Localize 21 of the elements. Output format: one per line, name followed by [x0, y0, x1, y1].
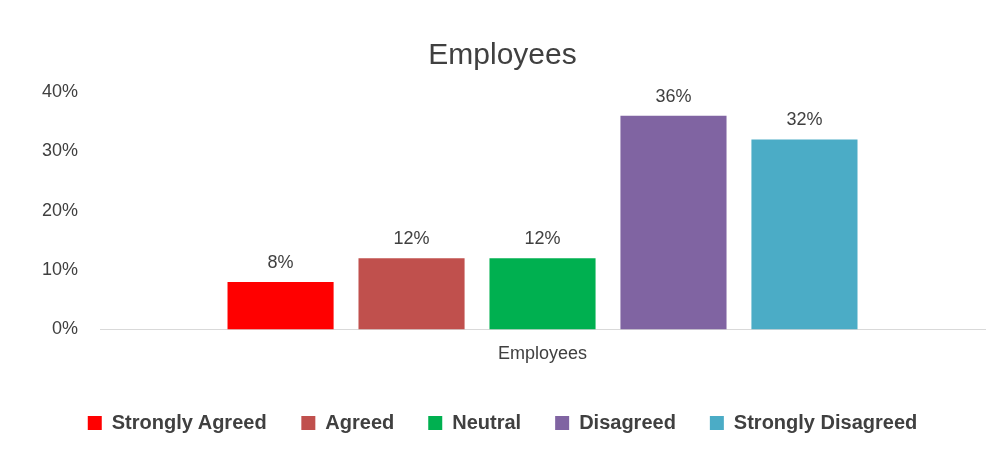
data-label: 12%	[393, 228, 430, 249]
y-tick-label: 0%	[52, 318, 79, 339]
bar	[227, 281, 334, 330]
data-label: 12%	[524, 228, 561, 249]
bar	[358, 258, 465, 330]
bar	[620, 115, 727, 330]
bar	[751, 139, 858, 330]
legend-label: Neutral	[452, 410, 522, 433]
y-tick-label: 20%	[42, 199, 79, 220]
y-tick-label: 30%	[42, 140, 79, 161]
chart-title: Employees	[428, 37, 577, 71]
legend-label: Disagreed	[579, 410, 676, 433]
data-label: 8%	[267, 251, 294, 272]
y-tick-label: 40%	[42, 80, 79, 101]
data-label: 32%	[786, 109, 823, 130]
data-label: 36%	[655, 85, 692, 106]
legend-label: Strongly Agreed	[111, 410, 267, 433]
bar	[489, 258, 596, 330]
legend-label: Agreed	[325, 410, 395, 433]
y-tick-label: 10%	[42, 259, 79, 280]
legend-label: Strongly Disagreed	[733, 410, 918, 433]
